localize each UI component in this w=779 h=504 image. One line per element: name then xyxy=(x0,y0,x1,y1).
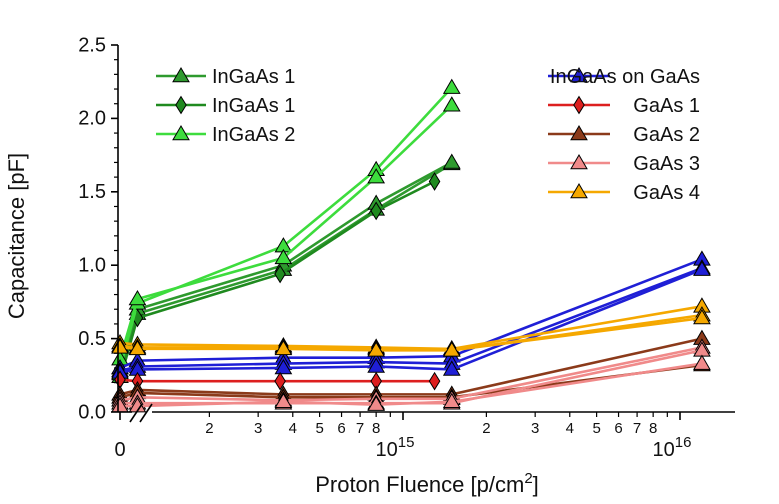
data-point xyxy=(693,260,711,276)
data-point xyxy=(274,371,286,391)
x-axis-label: Proton Fluence [p/cm2] xyxy=(315,470,539,497)
x-minor-tick-label: 7 xyxy=(633,420,641,437)
data-point xyxy=(428,172,441,191)
data-point xyxy=(370,201,382,221)
data-point xyxy=(274,392,293,408)
data-point xyxy=(428,371,441,391)
data-point xyxy=(442,341,461,357)
legend: InGaAs 1 InGaAs 1 InGaAs 2 InGaAs on GaAs Ga… xyxy=(156,66,700,204)
x-minor-tick-label: 8 xyxy=(649,420,657,437)
series-layer xyxy=(111,78,711,413)
data-point xyxy=(367,341,386,357)
y-tick-label: 0.5 xyxy=(78,328,106,350)
x-minor-tick-label: 2 xyxy=(482,420,490,437)
x-minor-tick-label: 6 xyxy=(614,420,622,437)
data-point xyxy=(442,392,461,408)
legend-item-ingaas-1: InGaAs 1 xyxy=(156,95,295,117)
x-minor-tick-label: 6 xyxy=(337,420,345,437)
data-point xyxy=(442,153,461,169)
legend-item-gaas-3: GaAs 3 xyxy=(548,153,700,175)
legend-label: GaAs 3 xyxy=(633,153,700,175)
data-point xyxy=(367,168,386,184)
y-tick-label: 1.0 xyxy=(78,254,106,276)
x-minor-tick-label: 5 xyxy=(592,420,600,437)
legend-label: InGaAs 1 xyxy=(212,66,295,88)
x-tick-label: 0 xyxy=(114,439,125,461)
legend-label: InGaAs 2 xyxy=(212,124,295,146)
series-ingaas-2-2 xyxy=(111,78,461,375)
legend-marker xyxy=(570,125,588,141)
y-tick-label: 2.0 xyxy=(78,108,106,130)
x-minor-tick-label: 3 xyxy=(254,420,262,437)
data-point xyxy=(274,358,293,375)
data-point xyxy=(128,289,147,306)
axis-break-mark xyxy=(129,403,143,423)
legend-item-ingaas-2: InGaAs 2 xyxy=(156,124,295,146)
series-line xyxy=(119,266,703,373)
x-minor-tick-label: 5 xyxy=(315,420,323,437)
data-point xyxy=(442,360,461,376)
legend-item-gaas-1: GaAs 1 xyxy=(548,95,700,117)
legend-item-ingaas-1: InGaAs 1 xyxy=(156,66,295,88)
legend-label: GaAs 2 xyxy=(633,124,700,146)
x-minor-tick-label: 8 xyxy=(372,420,380,437)
legend-label: GaAs 4 xyxy=(633,182,700,204)
y-tick-label: 0.0 xyxy=(78,401,106,423)
legend-label: InGaAs 1 xyxy=(212,95,295,117)
data-point xyxy=(693,354,711,370)
legend-marker xyxy=(175,95,187,115)
legend-label: InGaAs on GaAs xyxy=(550,66,700,88)
x-tick-label: 1016 xyxy=(653,434,692,461)
y-tick-label: 1.5 xyxy=(78,181,106,203)
legend-item-ingaas-on-gaas: InGaAs on GaAs xyxy=(548,66,700,88)
x-minor-tick-label: 4 xyxy=(566,420,574,437)
legend-marker xyxy=(573,95,585,115)
data-point xyxy=(111,338,129,354)
y-tick-label: 2.5 xyxy=(78,34,106,56)
legend-marker xyxy=(172,67,190,83)
data-point xyxy=(367,395,386,411)
x-minor-tick-label: 4 xyxy=(289,420,297,437)
x-minor-tick-label: 2 xyxy=(205,420,213,437)
data-point xyxy=(693,309,711,325)
legend-marker xyxy=(570,154,588,170)
data-point xyxy=(274,264,286,284)
series-ingaas-1-1 xyxy=(114,172,441,390)
data-point xyxy=(442,78,461,94)
legend-marker xyxy=(172,125,190,141)
y-axis-label: Capacitance [pF] xyxy=(4,153,29,319)
data-point xyxy=(274,248,293,265)
data-point xyxy=(128,339,147,356)
x-tick-label: 1015 xyxy=(376,434,415,461)
x-minor-tick-label: 3 xyxy=(531,420,539,437)
legend-marker xyxy=(570,67,588,83)
legend-marker xyxy=(570,183,588,199)
legend-item-gaas-4: GaAs 4 xyxy=(548,182,700,204)
data-point xyxy=(274,339,293,356)
series-gaas-4-7 xyxy=(111,297,711,357)
legend-label: GaAs 1 xyxy=(633,95,700,117)
data-point xyxy=(442,96,461,112)
x-minor-tick-label: 7 xyxy=(356,420,364,437)
legend-item-gaas-2: GaAs 2 xyxy=(548,124,700,146)
series-gaas-3-6 xyxy=(111,338,711,413)
series-ingaas-on-gaas-3 xyxy=(111,250,711,379)
axis-break-mark xyxy=(139,403,153,423)
